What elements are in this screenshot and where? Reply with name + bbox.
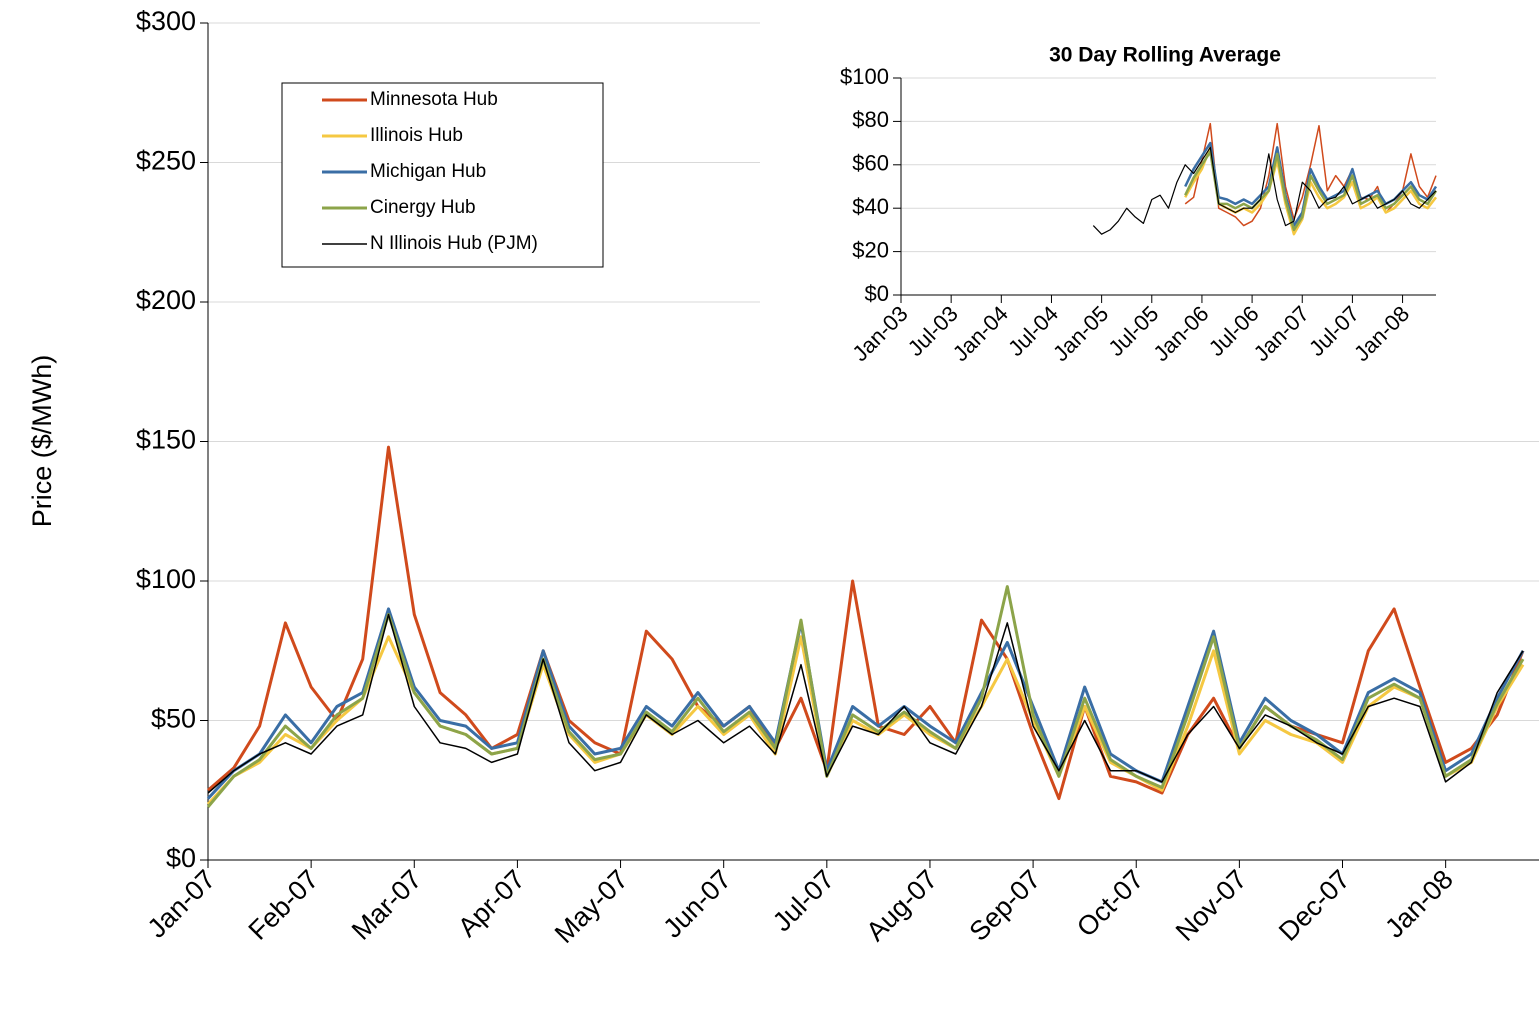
series-line [1092, 146, 1437, 235]
x-tick-label: May-07 [549, 864, 634, 949]
y-tick-label: $100 [840, 64, 889, 89]
x-tick-label: Sep-07 [964, 864, 1047, 947]
x-tick-label: Jan-08 [1379, 864, 1459, 944]
y-tick-label: $250 [136, 146, 196, 176]
inset-background [760, 20, 1539, 425]
y-tick-label: $80 [852, 107, 889, 132]
x-tick-label: Dec-07 [1273, 864, 1356, 947]
x-tick-label: Jul-07 [767, 864, 840, 937]
inset-title: 30 Day Rolling Average [1049, 44, 1281, 67]
series-line [1184, 150, 1438, 232]
legend-label: Michigan Hub [370, 161, 486, 182]
legend-label: Minnesota Hub [370, 89, 498, 110]
series-line [206, 607, 1525, 800]
y-tick-label: $20 [852, 237, 889, 262]
x-tick-label: Jun-07 [657, 864, 737, 944]
y-tick-label: $50 [151, 704, 196, 734]
series-line [207, 613, 1524, 794]
y-axis-label: Price ($/MWh) [27, 355, 57, 528]
series-line [207, 445, 1525, 801]
y-tick-label: $100 [136, 564, 196, 594]
y-tick-label: $0 [865, 281, 889, 306]
x-tick-label: Feb-07 [243, 864, 325, 946]
x-tick-label: Oct-07 [1071, 864, 1150, 943]
y-tick-label: $300 [136, 6, 196, 36]
y-tick-label: $200 [136, 285, 196, 315]
x-tick-label: Mar-07 [346, 864, 428, 946]
y-tick-label: $0 [166, 843, 196, 873]
legend-label: Illinois Hub [370, 125, 463, 146]
legend-label: Cinergy Hub [370, 197, 476, 218]
x-tick-label: Nov-07 [1170, 864, 1253, 947]
y-tick-label: $40 [852, 194, 889, 219]
x-tick-label: Jan-07 [142, 864, 222, 944]
series-line [206, 585, 1525, 808]
legend-box [281, 82, 604, 268]
y-tick-label: $150 [136, 425, 196, 455]
y-tick-label: $60 [852, 151, 889, 176]
x-tick-label: Apr-07 [452, 864, 531, 943]
x-tick-label: Aug-07 [860, 864, 943, 947]
legend-label: N Illinois Hub (PJM) [370, 233, 538, 254]
